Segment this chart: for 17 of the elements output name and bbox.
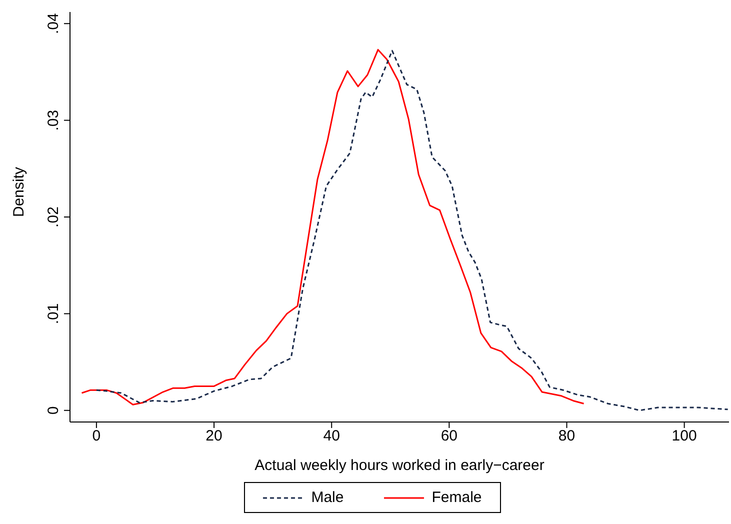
y-axis-title: Density [10, 166, 28, 217]
y-tick-label: .01 [45, 303, 62, 324]
x-tick-label: 100 [672, 428, 697, 445]
y-tick-label: .04 [45, 13, 62, 34]
legend-label: Female [430, 489, 482, 506]
y-tick-label: .03 [45, 110, 62, 131]
x-tick-label: 20 [206, 428, 222, 445]
x-tick-label: 60 [440, 428, 458, 445]
x-tick-label: 40 [323, 428, 340, 445]
line-series [96, 50, 729, 412]
x-axis-title: Actual weekly hours worked in early−career [254, 457, 544, 474]
y-tick-label: .02 [45, 206, 62, 228]
x-tick-label: 0 [92, 428, 101, 445]
x-tick-label: 80 [558, 428, 576, 445]
y-tick-label: 0 [45, 406, 62, 415]
line-series [81, 48, 585, 406]
legend-label: Male [310, 489, 344, 506]
